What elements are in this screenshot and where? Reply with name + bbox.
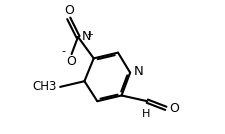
Text: -: - [61, 46, 65, 56]
Text: H: H [141, 109, 149, 119]
Text: O: O [169, 102, 178, 115]
Text: N: N [133, 65, 143, 78]
Text: CH3: CH3 [32, 80, 56, 93]
Text: O: O [66, 55, 76, 68]
Text: +: + [86, 30, 92, 39]
Text: O: O [63, 4, 73, 17]
Text: N: N [81, 30, 90, 43]
